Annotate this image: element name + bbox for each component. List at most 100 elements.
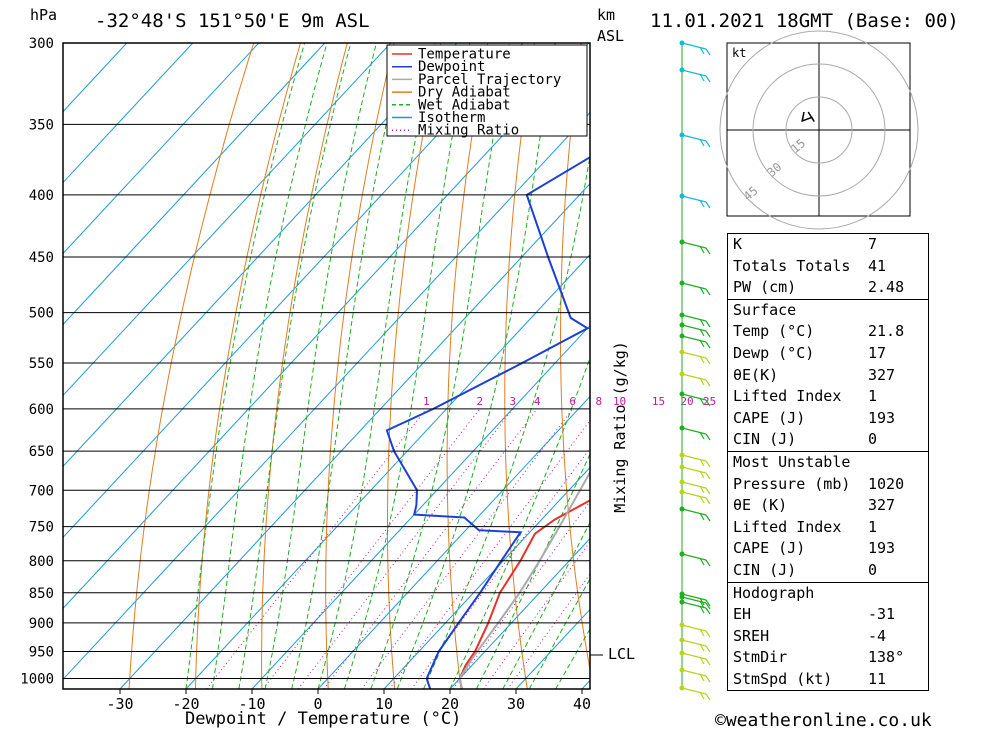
- wet-adiabat-line: [238, 43, 352, 689]
- surface-value: 327: [868, 365, 896, 384]
- wind-barb-flag: [705, 75, 711, 83]
- hodograph-value: 138°: [868, 648, 905, 667]
- mixing-ratio-line: [388, 419, 590, 689]
- dry-adiabat-line: [956, 43, 1000, 689]
- isotherm-line: [185, 253, 590, 689]
- temperature-tick-label: -20: [172, 695, 199, 713]
- wind-barb: [681, 466, 707, 474]
- most_unstable-value: 1020: [868, 474, 905, 493]
- wind-barb-flag: [705, 559, 711, 567]
- wind-barb-flag: [699, 458, 705, 467]
- most_unstable-row: θE (K) 327: [728, 495, 928, 517]
- wind-barb-flag: [699, 73, 705, 82]
- wind-barb: [681, 42, 707, 50]
- pressure-tick-label: 500: [29, 306, 54, 322]
- most_unstable-label: Lifted Index: [733, 517, 842, 536]
- wind-barb-flag: [699, 557, 705, 566]
- legend-label: Mixing Ratio: [418, 123, 519, 139]
- wind-barb-flag: [705, 330, 711, 338]
- surface-label: CAPE (J): [733, 408, 806, 427]
- temperature-tick-label: 10: [375, 695, 393, 713]
- temperature-tick-label: -10: [238, 695, 265, 713]
- mixing-ratio-label: 4: [534, 395, 541, 408]
- temperature-tick-label: -30: [106, 695, 133, 713]
- most_unstable-label: CAPE (J): [733, 539, 806, 558]
- wind-barb: [681, 481, 707, 489]
- surface-value: 193: [868, 408, 896, 427]
- hodograph-ring: [785, 96, 853, 164]
- wind-barb-flag: [699, 605, 705, 614]
- top-label: Totals Totals: [733, 256, 851, 275]
- most_unstable-row: CAPE (J) 193: [728, 538, 928, 560]
- most_unstable-value: 193: [868, 539, 896, 558]
- wind-barb: [681, 669, 707, 677]
- legend-box: [386, 44, 588, 137]
- mixing-ratio-label: 2: [476, 395, 483, 408]
- isotherm-line: [63, 43, 392, 397]
- wind-barb-flag: [705, 599, 711, 607]
- surface-label: CIN (J): [733, 430, 797, 449]
- mixing-ratio-label: 20: [680, 395, 693, 408]
- wind-barb: [681, 282, 707, 290]
- wind-barb: [681, 195, 707, 203]
- hodograph-row: SREH -4: [728, 626, 928, 648]
- legend-label: Isotherm: [418, 110, 485, 126]
- mixing-ratio-label: 25: [703, 395, 716, 408]
- isotherm-line: [317, 395, 590, 689]
- wind-barb-flag: [705, 472, 711, 480]
- mixing-ratio-label: 6: [569, 395, 576, 408]
- most_unstable-row: CIN (J) 0: [728, 560, 928, 582]
- wind-barb-flag: [705, 607, 711, 615]
- hodograph-trace: [801, 111, 815, 123]
- surface-label: Temp (°C): [733, 322, 815, 341]
- wind-barb-flag: [705, 658, 711, 666]
- hodograph-label: StmSpd (kt): [733, 669, 833, 688]
- mixing-ratio-label: 10: [613, 395, 626, 408]
- wind-barb: [681, 553, 707, 561]
- most_unstable-row: Pressure (mb) 1020: [728, 474, 928, 496]
- wind-barb-flag: [705, 602, 711, 610]
- wind-barb-flag: [699, 643, 705, 652]
- surface-row: Temp (°C) 21.8: [728, 321, 928, 343]
- location-title: -32°48'S 151°50'E 9m ASL: [95, 10, 370, 32]
- wind-barb-flag: [705, 357, 711, 365]
- wind-barb-flag: [705, 399, 711, 407]
- isotherm-line: [119, 182, 590, 689]
- wind-barb: [681, 508, 707, 516]
- pressure-tick-label: 850: [29, 586, 54, 602]
- wind-barb: [681, 652, 707, 660]
- wind-barb-flag: [705, 514, 711, 522]
- wet-adiabat-line: [211, 43, 328, 689]
- wind-barb-flag: [699, 245, 705, 254]
- isotherm-line: [251, 324, 590, 689]
- wet-adiabat-line: [396, 43, 556, 689]
- wind-barb: [681, 687, 707, 695]
- wind-barb-flag: [705, 675, 711, 683]
- wind-barb-flag: [699, 397, 705, 406]
- pressure-tick-label: 650: [29, 444, 54, 460]
- wind-barb-flag: [705, 201, 711, 209]
- wind-barb: [681, 596, 707, 604]
- wind-barb-flag: [699, 339, 705, 348]
- temperature-tick-label: 40: [573, 695, 591, 713]
- hodograph-ring: [752, 63, 886, 197]
- most_unstable-label: θE (K): [733, 496, 788, 515]
- pressure-tick-label: 350: [29, 117, 54, 133]
- wind-barb: [681, 335, 707, 343]
- most_unstable-label: Pressure (mb): [733, 474, 851, 493]
- surface-row: CAPE (J) 193: [728, 408, 928, 430]
- mixing-ratio-label: 15: [652, 395, 665, 408]
- pressure-tick-label: 550: [29, 356, 54, 372]
- lcl-label: LCL: [608, 645, 636, 663]
- surface-row: θE(K) 327: [728, 365, 928, 387]
- most_unstable-value: 327: [868, 496, 896, 515]
- hodograph-value: 11: [868, 669, 887, 688]
- wind-barb-flag: [705, 288, 711, 296]
- isotherm-line: [63, 43, 194, 184]
- legend-label: Temperature: [418, 47, 511, 63]
- pressure-tick-label: 800: [29, 554, 54, 570]
- wind-barb: [681, 373, 707, 381]
- wind-barb: [681, 491, 707, 499]
